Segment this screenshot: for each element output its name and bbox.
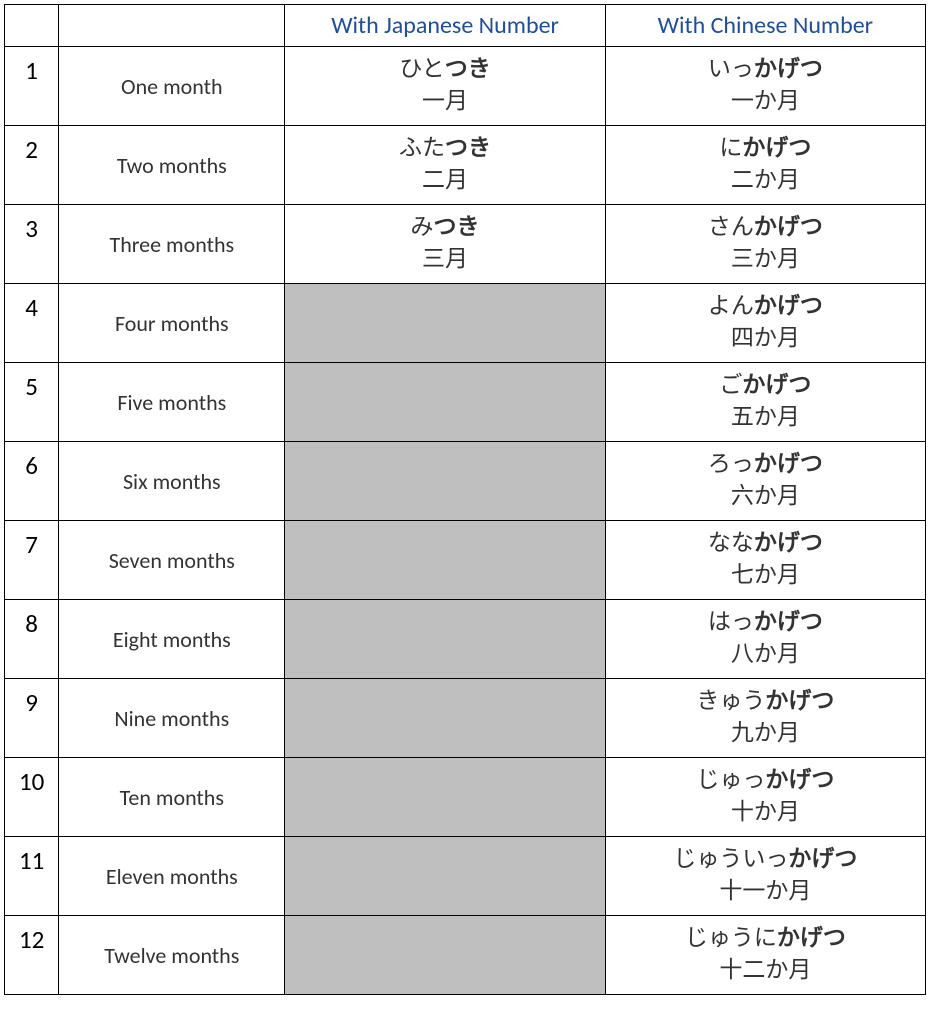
chinese-kanji: 十一か月 — [719, 877, 811, 907]
table-row: 12Twelve months じゅうにかげつ十二か月 — [5, 916, 926, 995]
chinese-kanji: 九か月 — [731, 719, 800, 749]
japanese-cell — [285, 521, 605, 600]
japanese-cell: ふたつき二月 — [285, 126, 605, 205]
row-number: 7 — [5, 521, 59, 600]
japanese-kanji: 一月 — [422, 87, 468, 117]
row-number: 11 — [5, 837, 59, 916]
japanese-cell — [285, 284, 605, 363]
header-empty-num — [5, 5, 59, 47]
chinese-kanji: 十か月 — [731, 798, 800, 828]
row-number: 4 — [5, 284, 59, 363]
english-label: Eight months — [59, 600, 285, 679]
chinese-kanji: 一か月 — [731, 87, 800, 117]
chinese-hiragana: じゅういっかげつ — [673, 845, 857, 875]
chinese-hiragana: はっかげつ — [708, 608, 823, 638]
row-number: 12 — [5, 916, 59, 995]
chinese-cell: じゅっかげつ十か月 — [605, 758, 925, 837]
chinese-kanji: 二か月 — [731, 166, 800, 196]
table-row: 5Five months ごかげつ五か月 — [5, 363, 926, 442]
japanese-cell — [285, 916, 605, 995]
chinese-cell: きゅうかげつ九か月 — [605, 679, 925, 758]
row-number: 1 — [5, 47, 59, 126]
chinese-hiragana: ろっかげつ — [708, 450, 823, 480]
chinese-cell: じゅうにかげつ十二か月 — [605, 916, 925, 995]
chinese-cell: よんかげつ四か月 — [605, 284, 925, 363]
english-label: Five months — [59, 363, 285, 442]
table-body: 1One monthひとつき一月いっかげつ一か月2Two monthsふたつき二… — [5, 47, 926, 995]
japanese-cell — [285, 837, 605, 916]
row-number: 3 — [5, 205, 59, 284]
chinese-kanji: 四か月 — [731, 324, 800, 354]
table-row: 9Nine months きゅうかげつ九か月 — [5, 679, 926, 758]
chinese-kanji: 六か月 — [731, 482, 800, 512]
japanese-cell — [285, 363, 605, 442]
chinese-kanji: 十二か月 — [719, 956, 811, 986]
table-row: 3Three monthsみつき三月さんかげつ三か月 — [5, 205, 926, 284]
row-number: 2 — [5, 126, 59, 205]
table-row: 2Two monthsふたつき二月にかげつ二か月 — [5, 126, 926, 205]
header-japanese: With Japanese Number — [285, 5, 605, 47]
table-row: 11Eleven months じゅういっかげつ十一か月 — [5, 837, 926, 916]
japanese-kanji: 三月 — [422, 245, 468, 275]
japanese-hiragana: みつき — [411, 213, 480, 243]
row-number: 5 — [5, 363, 59, 442]
japanese-cell — [285, 679, 605, 758]
chinese-hiragana: よんかげつ — [708, 292, 823, 322]
japanese-kanji: 二月 — [422, 166, 468, 196]
japanese-cell — [285, 442, 605, 521]
chinese-hiragana: じゅうにかげつ — [685, 924, 846, 954]
row-number: 10 — [5, 758, 59, 837]
chinese-cell: さんかげつ三か月 — [605, 205, 925, 284]
row-number: 9 — [5, 679, 59, 758]
table-row: 7Seven months ななかげつ七か月 — [5, 521, 926, 600]
chinese-cell: はっかげつ八か月 — [605, 600, 925, 679]
english-label: Four months — [59, 284, 285, 363]
english-label: Nine months — [59, 679, 285, 758]
months-table: With Japanese Number With Chinese Number… — [4, 4, 926, 995]
english-label: Twelve months — [59, 916, 285, 995]
chinese-kanji: 八か月 — [731, 640, 800, 670]
english-label: Six months — [59, 442, 285, 521]
header-chinese: With Chinese Number — [605, 5, 925, 47]
chinese-hiragana: さんかげつ — [708, 213, 823, 243]
chinese-hiragana: きゅうかげつ — [696, 687, 834, 717]
table-row: 10Ten months じゅっかげつ十か月 — [5, 758, 926, 837]
chinese-cell: ごかげつ五か月 — [605, 363, 925, 442]
table-row: 8Eight months はっかげつ八か月 — [5, 600, 926, 679]
chinese-cell: じゅういっかげつ十一か月 — [605, 837, 925, 916]
chinese-cell: ろっかげつ六か月 — [605, 442, 925, 521]
header-row: With Japanese Number With Chinese Number — [5, 5, 926, 47]
japanese-hiragana: ふたつき — [399, 134, 491, 164]
table-row: 1One monthひとつき一月いっかげつ一か月 — [5, 47, 926, 126]
english-label: Seven months — [59, 521, 285, 600]
chinese-cell: いっかげつ一か月 — [605, 47, 925, 126]
japanese-cell — [285, 600, 605, 679]
chinese-hiragana: ななかげつ — [708, 529, 823, 559]
chinese-hiragana: いっかげつ — [708, 55, 823, 85]
english-label: One month — [59, 47, 285, 126]
chinese-kanji: 七か月 — [731, 561, 800, 591]
chinese-cell: にかげつ二か月 — [605, 126, 925, 205]
table-row: 6Six months ろっかげつ六か月 — [5, 442, 926, 521]
chinese-hiragana: にかげつ — [719, 134, 811, 164]
japanese-cell — [285, 758, 605, 837]
table-row: 4Four months よんかげつ四か月 — [5, 284, 926, 363]
japanese-hiragana: ひとつき — [399, 55, 490, 85]
chinese-cell: ななかげつ七か月 — [605, 521, 925, 600]
chinese-kanji: 三か月 — [731, 245, 800, 275]
chinese-kanji: 五か月 — [731, 403, 800, 433]
english-label: Three months — [59, 205, 285, 284]
japanese-cell: ひとつき一月 — [285, 47, 605, 126]
chinese-hiragana: じゅっかげつ — [696, 766, 834, 796]
english-label: Two months — [59, 126, 285, 205]
japanese-cell: みつき三月 — [285, 205, 605, 284]
row-number: 6 — [5, 442, 59, 521]
header-empty-english — [59, 5, 285, 47]
english-label: Eleven months — [59, 837, 285, 916]
row-number: 8 — [5, 600, 59, 679]
english-label: Ten months — [59, 758, 285, 837]
chinese-hiragana: ごかげつ — [719, 371, 811, 401]
